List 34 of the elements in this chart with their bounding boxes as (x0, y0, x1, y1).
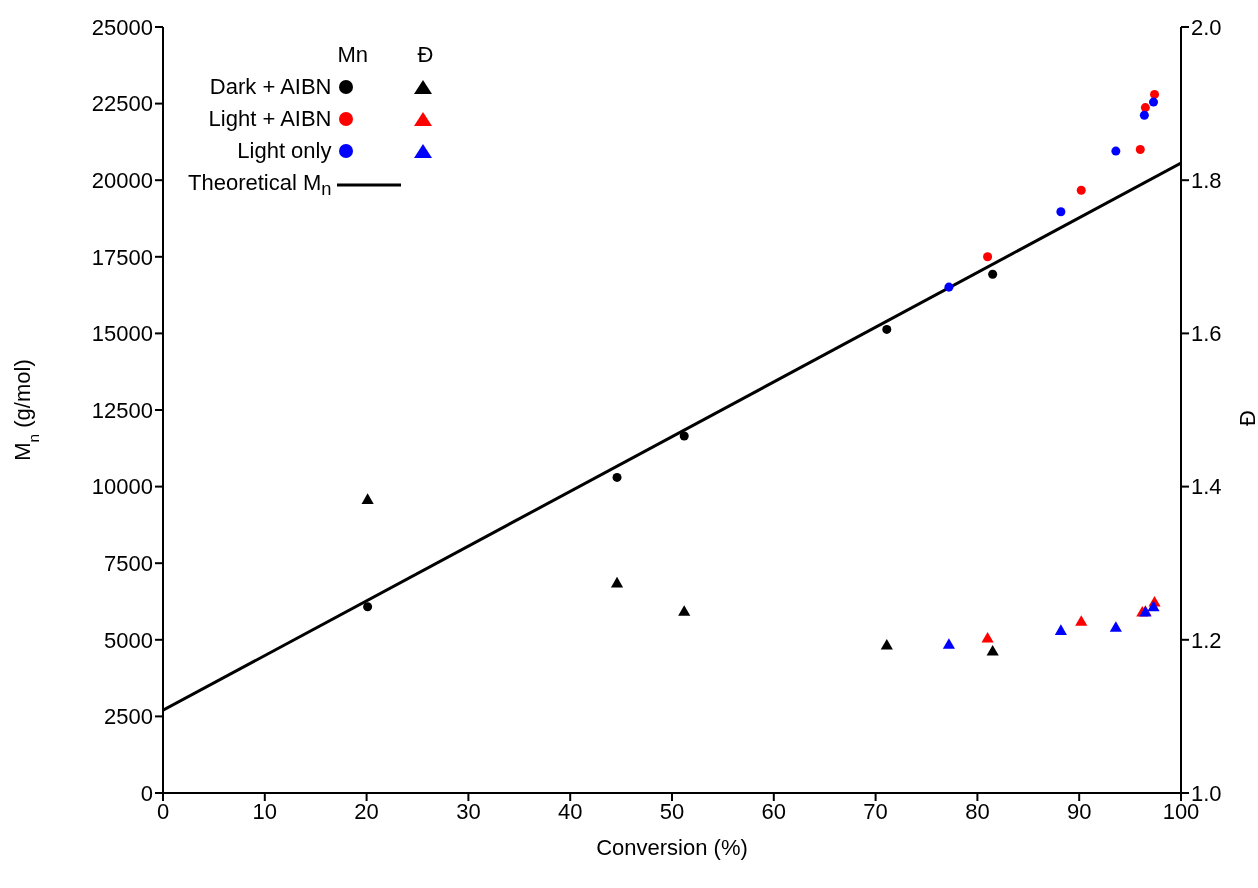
legend-label: Light + AIBN (208, 106, 332, 131)
y-tick-label: 5000 (104, 627, 153, 653)
x-tick-label: 70 (863, 798, 888, 824)
legend-label: Dark + AIBN (209, 74, 332, 99)
x-axis-title: Conversion (%) (596, 835, 748, 860)
y-tick-label: 2500 (104, 704, 153, 730)
y-tick-label: 10000 (91, 474, 153, 500)
annotation: Mn (337, 42, 369, 67)
x-tick-label: 80 (965, 798, 990, 824)
x-tick-label: 0 (156, 798, 170, 824)
annotation: Đ (417, 42, 434, 67)
y2-tick-label: 1.4 (1191, 474, 1222, 500)
y2-axis-title: Đ (1234, 410, 1258, 426)
y-tick-label: 25000 (91, 14, 153, 40)
y-tick-label: 20000 (91, 168, 153, 194)
x-tick-label: 30 (456, 798, 481, 824)
legend-label: Light only (237, 138, 332, 163)
x-tick-label: 50 (659, 798, 685, 824)
y2-tick-label: 1.6 (1191, 321, 1222, 347)
y-tick-label: 0 (140, 780, 153, 806)
y-tick-label: 17500 (91, 244, 153, 270)
y2-tick-label: 1.2 (1191, 627, 1222, 653)
y2-tick-label: 2.0 (1191, 14, 1222, 40)
x-tick-label: 10 (252, 798, 278, 824)
y-tick-label: 12500 (91, 397, 153, 423)
x-tick-label: 40 (557, 798, 583, 824)
x-tick-label: 90 (1066, 798, 1092, 824)
x-tick-label: 60 (761, 798, 787, 824)
y-tick-label: 15000 (91, 321, 153, 347)
legend-label: Theoretical M$_{n}$ (188, 170, 332, 200)
y-tick-label: 7500 (104, 551, 153, 577)
y2-tick-label: 1.8 (1191, 168, 1222, 194)
x-tick-label: 20 (354, 798, 379, 824)
y-tick-label: 22500 (91, 91, 153, 117)
